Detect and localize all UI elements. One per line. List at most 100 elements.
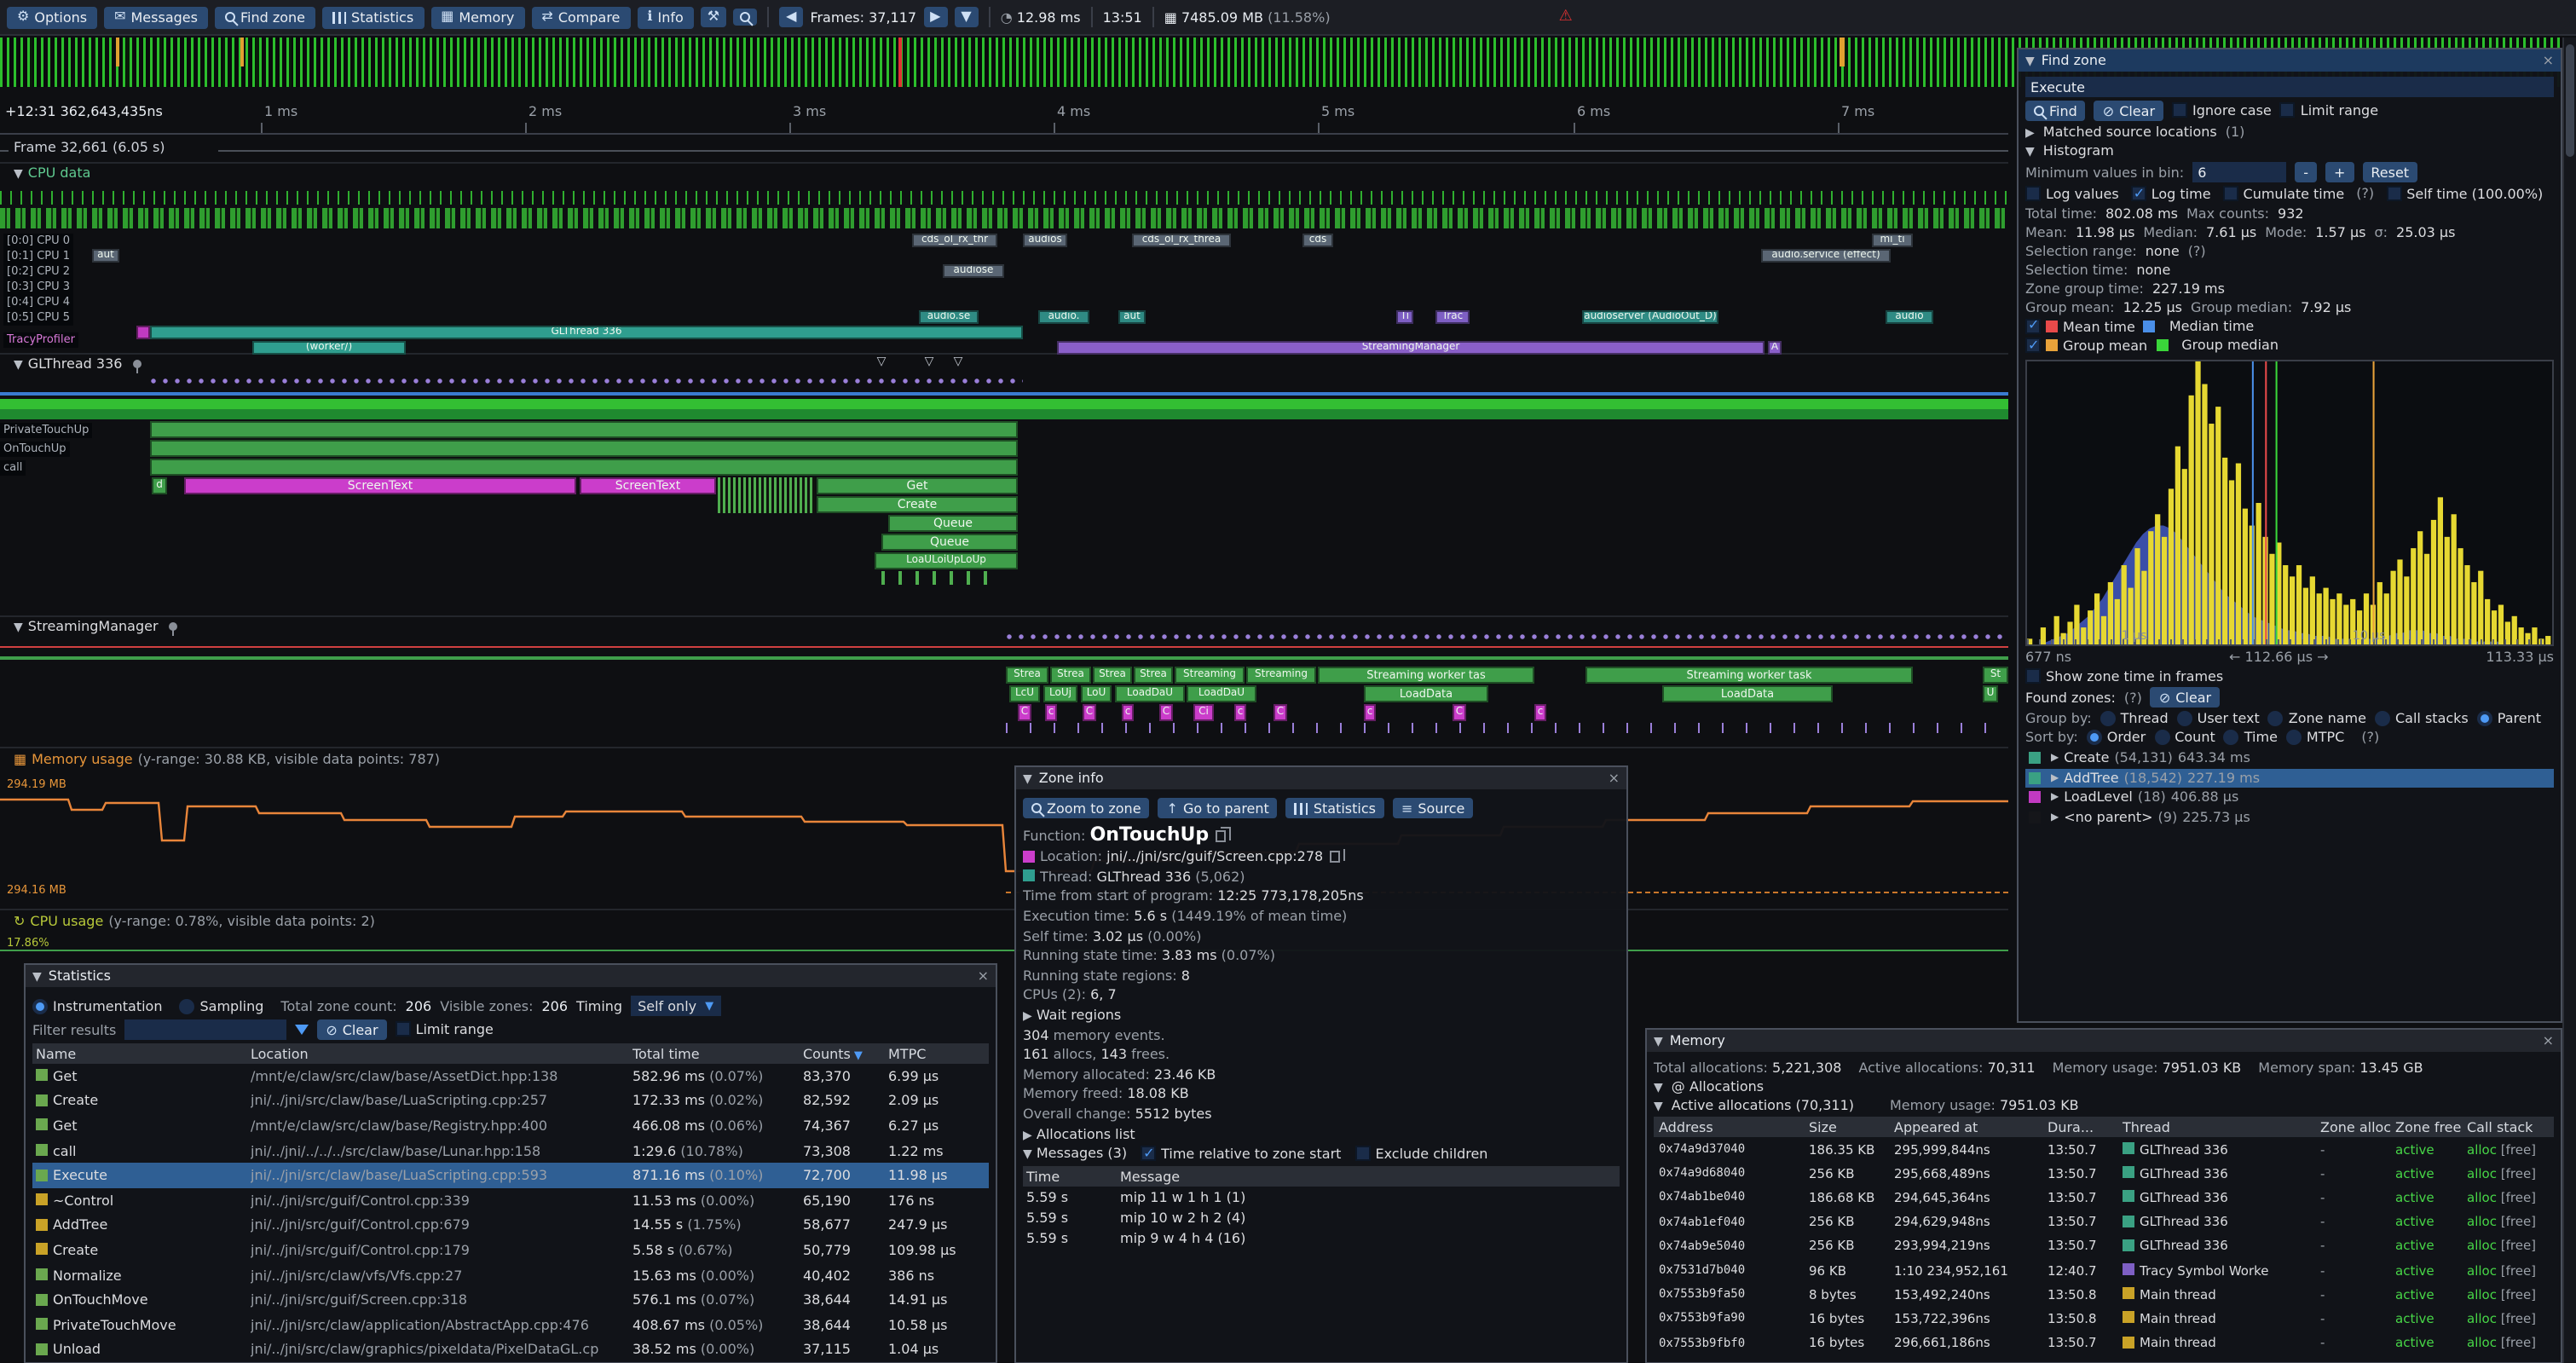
group-by-radio[interactable]: Thread (2099, 711, 2169, 726)
zone-statistics-button[interactable]: Statistics (1285, 798, 1384, 818)
pin-icon[interactable] (168, 622, 177, 635)
bin-minus-button[interactable]: - (2295, 162, 2317, 182)
messages-toggle[interactable]: ▼ Messages (3) (1023, 1146, 1128, 1162)
stats-table-row[interactable]: Get /mnt/e/claw/src/claw/base/Registry.h… (32, 1113, 989, 1138)
sort-by-radio[interactable]: Time (2223, 730, 2278, 745)
info-button[interactable]: ℹ Info (637, 6, 694, 28)
alloc-callstack-link[interactable]: alloc (2467, 1310, 2497, 1326)
timeline-zone[interactable]: LoadDaU (1187, 685, 1256, 702)
min-bin-input[interactable] (2192, 162, 2287, 182)
cumulate-time-checkbox[interactable]: Cumulate time (2222, 186, 2344, 202)
col-counts[interactable]: Counts ▼ (803, 1046, 863, 1061)
alloc-callstack-link[interactable]: alloc (2467, 1214, 2497, 1230)
timeline-zone[interactable]: ScreenText (184, 477, 576, 494)
scrollbar-thumb[interactable] (2566, 44, 2574, 157)
timeline-zone[interactable]: LoUj (1043, 685, 1077, 702)
memory-table-row[interactable]: 0x74ab9e5040 256 KB 293,994,219ns 13:50.… (1654, 1234, 2554, 1258)
cpu-usage-header[interactable]: ↻ CPU usage (y-range: 0.78%, visible dat… (14, 914, 375, 929)
message-row[interactable]: 5.59 s mip 10 w 2 h 2 (4) (1023, 1207, 1620, 1227)
timeline-zone[interactable]: LoadData (1364, 685, 1488, 702)
timeline-zone[interactable]: audioserver (AudioOut_D) (1582, 310, 1718, 324)
memory-titlebar[interactable]: ▼ Memory × (1647, 1030, 2561, 1052)
compare-button[interactable]: ⇄ Compare (531, 6, 631, 28)
col-size[interactable]: Size (1809, 1119, 1837, 1135)
memory-usage-header[interactable]: ▦ Memory usage (y-range: 30.88 KB, visib… (14, 752, 441, 767)
timeline-zone[interactable]: LoadData (1662, 685, 1833, 702)
timeline-zone[interactable]: St (1983, 667, 2008, 684)
timeline-zone[interactable]: C (1083, 704, 1096, 721)
message-row[interactable]: 5.59 s mip 11 w 1 h 1 (1) (1023, 1187, 1620, 1207)
mean-time-checkbox[interactable]: Mean time (2025, 317, 2135, 334)
timeline-zone[interactable]: Trac (1435, 310, 1470, 324)
timeline-zone[interactable] (718, 477, 815, 513)
statistics-button[interactable]: Statistics (322, 6, 425, 28)
timeline-zone[interactable]: audio (1886, 310, 1933, 324)
filter-funnel-icon[interactable] (295, 1025, 309, 1035)
col-address[interactable]: Address (1659, 1119, 1713, 1135)
col-zone-alloc[interactable]: Zone alloc (2320, 1119, 2392, 1135)
matched-locations-toggle[interactable]: ▶ Matched source locations (1) (2025, 124, 2245, 140)
stats-table-row[interactable]: Normalize jni/../jni/src/claw/vfs/Vfs.cp… (32, 1263, 989, 1288)
allocations-list-toggle[interactable]: ▶ Allocations list (1023, 1126, 1135, 1141)
log-values-checkbox[interactable]: Log values (2025, 186, 2119, 202)
memory-button[interactable]: ▦ Memory (430, 6, 525, 28)
timeline-zone[interactable]: GLThread 336 (150, 326, 1023, 339)
filter-input[interactable] (124, 1019, 287, 1040)
timeline-zone[interactable]: c (1364, 704, 1376, 721)
timeline-zone[interactable]: c (1122, 704, 1134, 721)
col-location[interactable]: Location (251, 1046, 309, 1061)
exclude-children-checkbox[interactable]: Exclude children (1354, 1146, 1487, 1162)
timeline-zone[interactable]: Streaming worker tas (1318, 667, 1534, 684)
group-by-radio[interactable]: Call stacks (2375, 711, 2469, 726)
timeline-zone[interactable]: C (1274, 704, 1287, 721)
copy-icon[interactable] (1330, 849, 1345, 863)
zone-time-histogram[interactable]: 1 µs 10 µs (2025, 359, 2554, 645)
sort-by-radio[interactable]: MTPC (2285, 730, 2344, 745)
instrumentation-radio[interactable]: Instrumentation (32, 998, 163, 1014)
timeline-zone[interactable]: c (1045, 704, 1057, 721)
stats-table-row[interactable]: OnTouchMove jni/../jni/src/guif/Screen.c… (32, 1288, 989, 1313)
clear-button[interactable]: ⊘ Clear (2094, 101, 2164, 121)
self-time-checkbox[interactable]: Self time (100.00%) (2386, 186, 2543, 202)
alloc-callstack-link[interactable]: alloc (2467, 1262, 2497, 1279)
alloc-callstack-link[interactable]: alloc (2467, 1141, 2497, 1158)
active-allocations-toggle[interactable]: ▼ Active allocations (70,311) Memory usa… (1654, 1098, 2079, 1113)
close-icon[interactable]: × (2542, 53, 2554, 68)
vertical-scrollbar[interactable] (2562, 38, 2576, 1363)
clear-found-button[interactable]: ⊘ Clear (2150, 687, 2221, 707)
group-by-radio[interactable]: User text (2176, 711, 2260, 726)
timeline-zone[interactable]: LoU (1081, 685, 1112, 702)
timeline-zone[interactable]: C (1018, 704, 1031, 721)
timeline-zone[interactable]: Get (817, 477, 1018, 494)
timeline-zone[interactable]: c (1534, 704, 1546, 721)
timeline-zone[interactable]: Streaming worker task (1585, 667, 1913, 684)
frame-separator-label[interactable]: Frame 32,661 (6.05 s) (14, 140, 165, 155)
timeline-zone[interactable]: Ti (1396, 310, 1413, 324)
memory-table-row[interactable]: 0x74ab1ef040 256 KB 294,629,948ns 13:50.… (1654, 1210, 2554, 1233)
found-zone-row[interactable]: ▶ LoadLevel (18) 406.88 µs (2025, 788, 2554, 807)
timeline-zone[interactable]: mi_ti (1872, 234, 1913, 247)
timeline-zone[interactable]: Queue (881, 534, 1018, 551)
memory-table-row[interactable]: 0x74a9d37040 186.35 KB 295,999,844ns 13:… (1654, 1137, 2554, 1161)
help-icon[interactable]: (?) (2187, 243, 2206, 258)
reset-button[interactable]: Reset (2362, 162, 2418, 182)
timeline-zone[interactable]: d (152, 477, 167, 494)
alloc-callstack-link[interactable]: alloc (2467, 1335, 2497, 1351)
timeline-zone[interactable]: aut (1118, 310, 1146, 324)
col-zone-free[interactable]: Zone free (2395, 1119, 2462, 1135)
col-mtpc[interactable]: MTPC (888, 1046, 927, 1061)
prev-frame-button[interactable]: ◀ (779, 7, 804, 27)
group-mean-checkbox[interactable]: Group mean (2025, 337, 2147, 354)
alloc-callstack-link[interactable]: alloc (2467, 1286, 2497, 1302)
timeline-zone[interactable]: LcU (1009, 685, 1040, 702)
time-ruler[interactable]: +12:31 362,643,435ns 1 ms 2 ms 3 ms 4 ms 5 m… (0, 89, 2008, 135)
timeline-zone[interactable]: C (1453, 704, 1466, 721)
timeline-zone[interactable]: ScreenText (580, 477, 716, 494)
glthread-header[interactable]: ▼ GLThread 336 (14, 356, 142, 373)
timeline-zone[interactable] (150, 421, 1018, 438)
timeline-zone[interactable]: Strea (1093, 667, 1132, 684)
timeline-zone[interactable]: LoadDaU (1115, 685, 1185, 702)
timeline-zone[interactable]: cds (1302, 234, 1333, 247)
memory-table-row[interactable]: 0x74ab1be040 186.68 KB 294,645,364ns 13:… (1654, 1186, 2554, 1210)
timeline-zone[interactable]: cds_ol_rx_threa (1132, 234, 1231, 247)
